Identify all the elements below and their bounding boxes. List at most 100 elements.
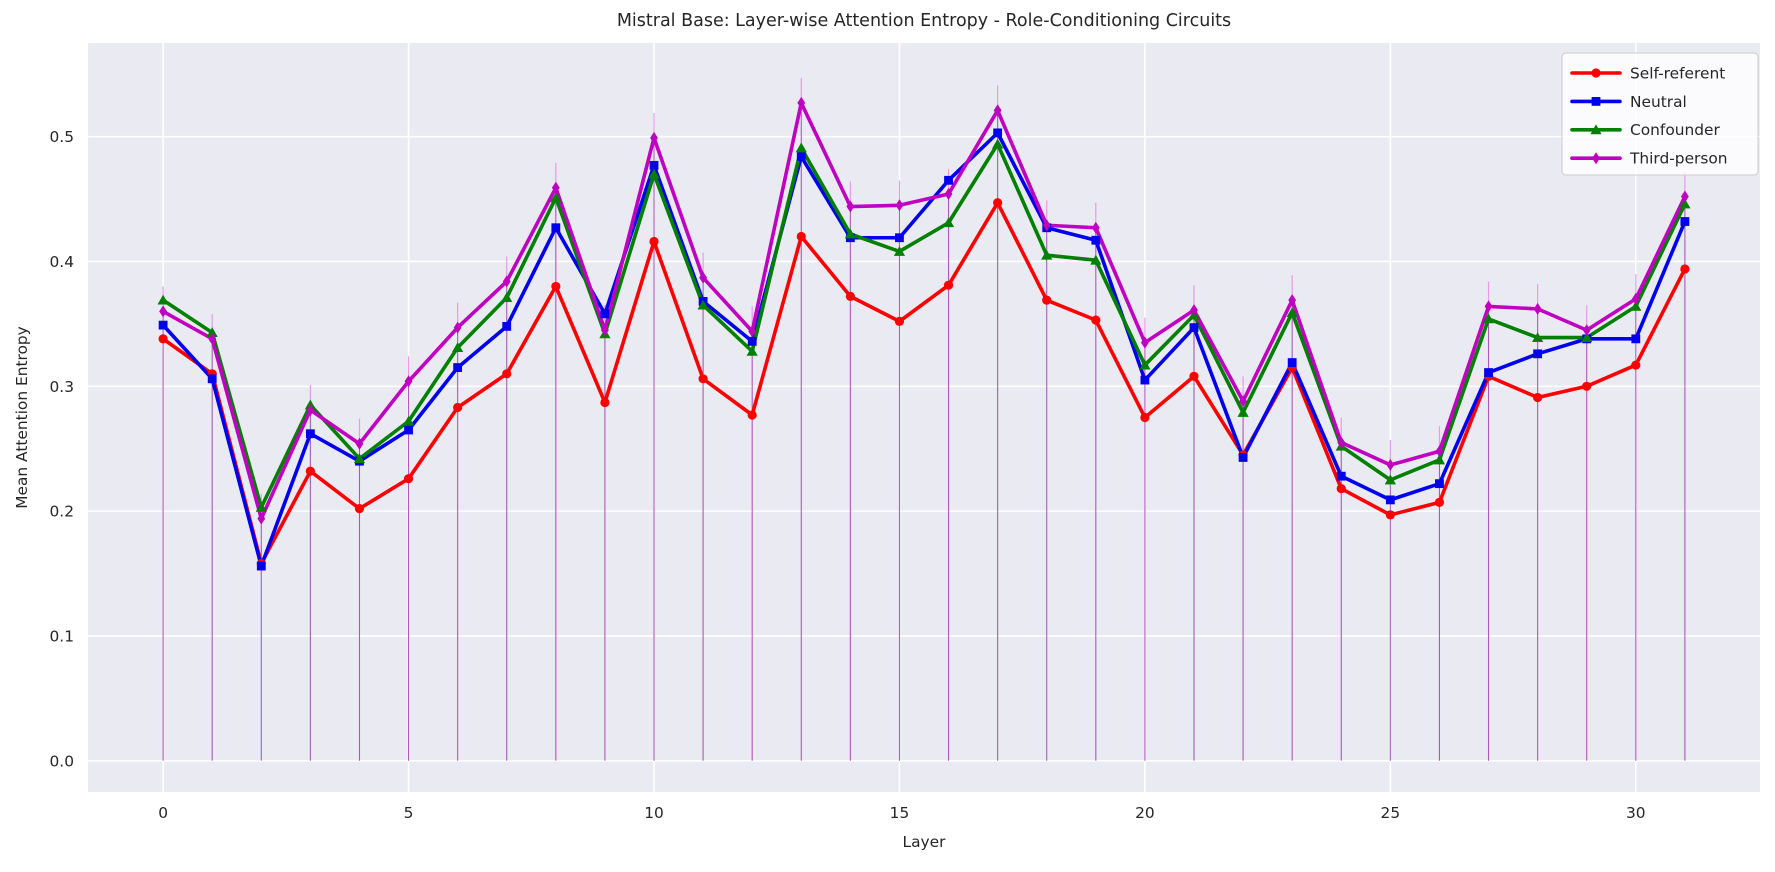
marker-neutral [895, 233, 904, 243]
legend-marker-diamond-icon [1592, 152, 1600, 165]
chart-title: Mistral Base: Layer-wise Attention Entro… [617, 11, 1231, 31]
marker-self-referent [158, 334, 168, 344]
marker-neutral [1385, 495, 1395, 505]
marker-confounder [1286, 307, 1298, 318]
legend-marker-triangle-icon [1590, 124, 1602, 135]
marker-third-person [257, 512, 266, 525]
x-tick-label: 30 [1626, 804, 1646, 822]
marker-neutral [747, 336, 757, 346]
marker-third-person [551, 181, 560, 194]
marker-confounder [1139, 359, 1151, 370]
marker-third-person [453, 321, 462, 334]
marker-confounder [1630, 300, 1642, 311]
marker-confounder [893, 246, 906, 256]
marker-neutral [404, 425, 413, 435]
y-axis-label: Mean Attention Entropy [13, 326, 31, 509]
marker-third-person [601, 324, 609, 337]
marker-confounder [1090, 254, 1102, 265]
marker-confounder [1237, 407, 1249, 417]
marker-neutral [305, 429, 315, 439]
marker-confounder [795, 142, 807, 153]
marker-third-person [1484, 300, 1493, 313]
marker-confounder [501, 292, 513, 303]
legend-box [1561, 52, 1759, 176]
marker-confounder [402, 415, 415, 426]
marker-third-person [1288, 294, 1297, 307]
marker-third-person [355, 437, 364, 450]
marker-confounder [452, 342, 464, 352]
marker-confounder [648, 168, 660, 179]
marker-third-person [650, 131, 658, 144]
y-tick-label: 0.1 [50, 627, 74, 645]
marker-confounder [844, 228, 856, 239]
marker-third-person [1091, 221, 1100, 234]
marker-neutral [1140, 375, 1150, 385]
marker-third-person [1582, 324, 1591, 337]
legend-marker-square-icon [1591, 97, 1601, 106]
marker-third-person [404, 375, 413, 388]
marker-self-referent [502, 369, 512, 379]
x-tick-label: 20 [1135, 804, 1155, 822]
marker-self-referent [993, 198, 1003, 208]
x-tick-label: 10 [644, 804, 664, 822]
marker-third-person [1337, 436, 1346, 449]
marker-third-person [1533, 302, 1542, 315]
marker-third-person [797, 96, 806, 109]
legend-label: Confounder [1630, 121, 1720, 139]
marker-neutral [796, 152, 806, 161]
marker-third-person [1386, 458, 1395, 471]
marker-self-referent [796, 231, 806, 242]
marker-neutral [993, 128, 1003, 138]
marker-confounder [206, 327, 218, 338]
marker-self-referent [894, 316, 905, 326]
marker-neutral [502, 321, 512, 331]
marker-self-referent [1091, 315, 1101, 325]
marker-confounder [1041, 249, 1053, 260]
marker-neutral [1680, 217, 1690, 226]
marker-self-referent [698, 374, 708, 384]
marker-neutral [256, 561, 266, 571]
legend-label: Self-referent [1630, 64, 1725, 82]
marker-self-referent [600, 397, 610, 408]
x-axis-label: Layer [903, 833, 947, 851]
marker-neutral [1336, 471, 1346, 481]
marker-self-referent [1189, 371, 1199, 381]
marker-confounder [157, 294, 169, 305]
marker-confounder [942, 217, 955, 228]
y-tick-label: 0.5 [50, 128, 74, 146]
marker-neutral [1533, 349, 1543, 359]
marker-confounder [255, 501, 267, 512]
marker-self-referent [747, 410, 757, 420]
legend-label: Third-person [1629, 150, 1728, 168]
plot-area [88, 43, 1760, 792]
marker-neutral [551, 223, 561, 233]
marker-self-referent [1042, 295, 1052, 305]
marker-third-person [1042, 219, 1051, 232]
marker-third-person [846, 200, 855, 213]
marker-neutral [1238, 453, 1248, 462]
x-tick-label: 15 [890, 804, 910, 822]
marker-confounder [1384, 474, 1396, 485]
marker-self-referent [453, 402, 463, 413]
marker-third-person [1190, 304, 1198, 317]
marker-neutral [1189, 323, 1199, 333]
marker-third-person [1631, 292, 1640, 305]
y-tick-label: 0.0 [50, 752, 74, 770]
y-tick-label: 0.3 [50, 378, 74, 396]
marker-third-person [159, 305, 168, 318]
x-tick-label: 25 [1381, 804, 1401, 822]
marker-third-person [1435, 445, 1444, 458]
marker-confounder [1679, 198, 1691, 209]
marker-confounder [746, 345, 758, 356]
marker-neutral [1091, 235, 1101, 245]
marker-confounder [1581, 332, 1593, 343]
marker-third-person [1239, 395, 1247, 408]
x-tick-label: 5 [404, 804, 414, 822]
marker-confounder [353, 453, 366, 464]
marker-self-referent [1336, 484, 1346, 494]
marker-self-referent [403, 474, 414, 484]
marker-neutral [1435, 479, 1444, 489]
marker-self-referent [1140, 412, 1150, 423]
marker-self-referent [1631, 360, 1641, 370]
